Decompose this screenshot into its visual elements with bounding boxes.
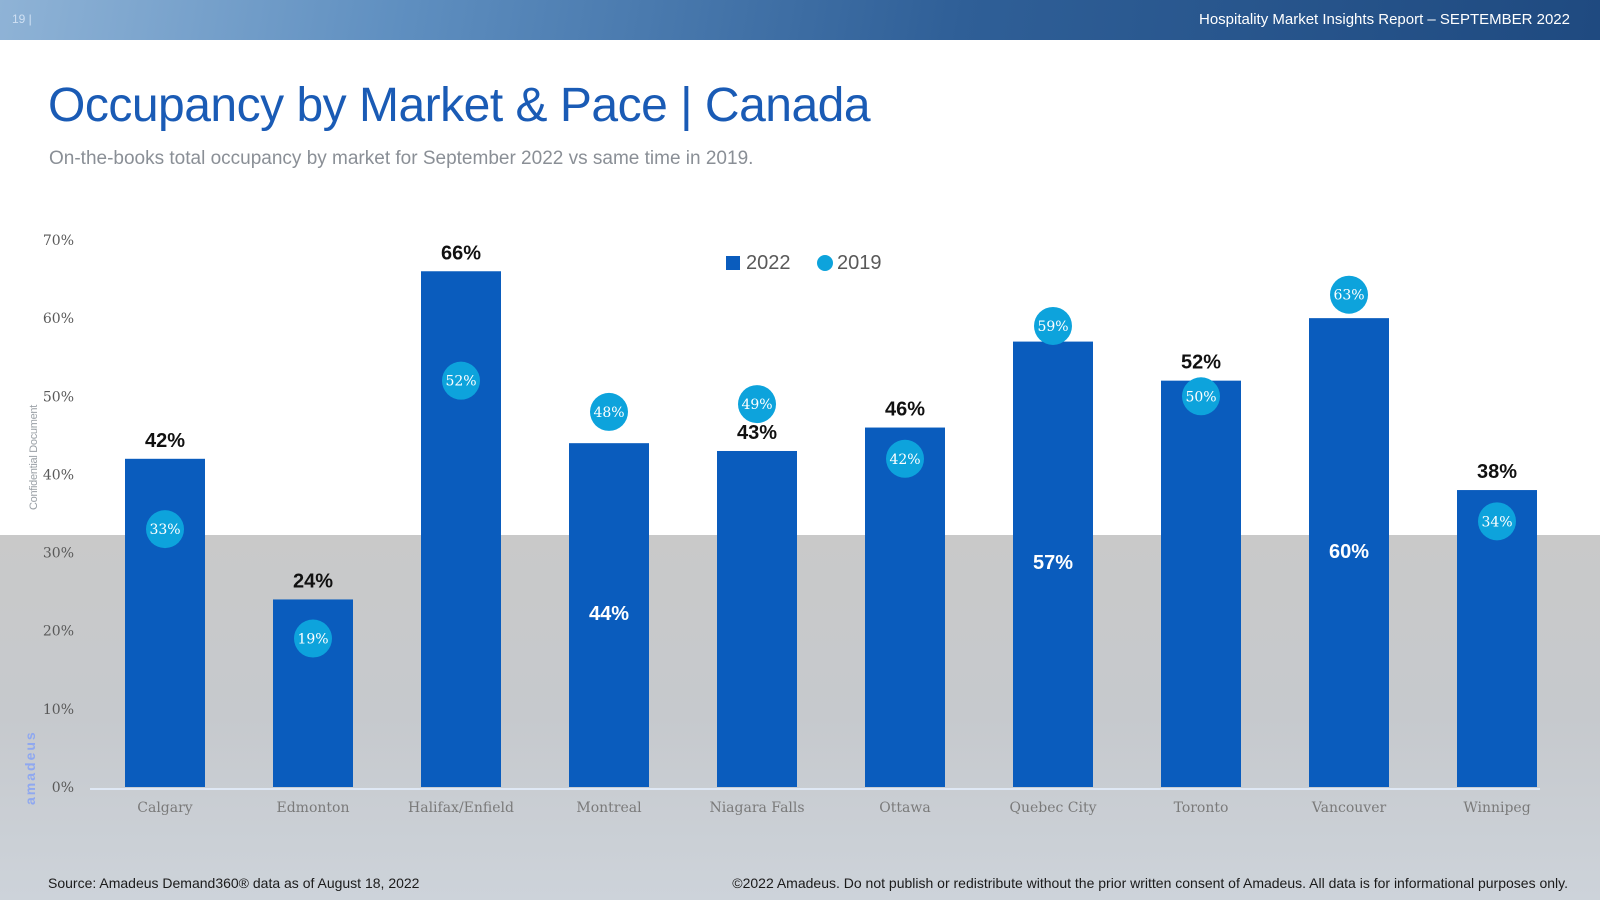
bar-2022 bbox=[421, 271, 501, 787]
x-tick-label: Edmonton bbox=[277, 800, 350, 816]
y-tick-label: 10% bbox=[43, 702, 74, 718]
marker-2019 bbox=[294, 619, 332, 658]
x-tick-label: Niagara Falls bbox=[709, 800, 804, 816]
legend-label-2019: 2019 bbox=[837, 252, 882, 274]
marker-value-label: 33% bbox=[149, 522, 180, 538]
page-title: Occupancy by Market & Pace | Canada bbox=[48, 79, 871, 132]
x-tick-label: Vancouver bbox=[1311, 800, 1387, 816]
x-tick-label: Toronto bbox=[1174, 800, 1229, 816]
y-tick-label: 0% bbox=[52, 780, 74, 796]
marker-2019 bbox=[886, 439, 924, 478]
x-tick-label: Calgary bbox=[137, 800, 193, 816]
x-tick-label: Ottawa bbox=[879, 800, 930, 816]
marker-2019 bbox=[738, 385, 776, 424]
marker-value-label: 48% bbox=[593, 405, 624, 421]
bar-value-label: 46% bbox=[885, 399, 925, 421]
y-tick-label: 70% bbox=[43, 233, 74, 249]
bar-value-label: 52% bbox=[1181, 352, 1221, 374]
marker-2019 bbox=[1034, 306, 1072, 345]
bar-value-label: 38% bbox=[1477, 461, 1517, 483]
occupancy-chart: 0% 10% 20% 30% 40% 50% 60% 70% 42% 33% Calgary 24% 1… bbox=[43, 233, 1540, 816]
marker-2019 bbox=[1330, 275, 1368, 314]
bar-value-label: 57% bbox=[1033, 552, 1073, 574]
marker-value-label: 19% bbox=[297, 632, 328, 648]
x-tick-label: Halifax/Enfield bbox=[408, 800, 514, 816]
copyright-note: ©2022 Amadeus. Do not publish or redistr… bbox=[732, 875, 1568, 891]
legend-swatch-2022 bbox=[726, 256, 740, 270]
marker-2019 bbox=[442, 361, 480, 400]
bar-2022 bbox=[1161, 380, 1241, 787]
marker-2019 bbox=[1478, 502, 1516, 541]
marker-value-label: 50% bbox=[1185, 389, 1216, 405]
x-tick-label: Winnipeg bbox=[1463, 800, 1530, 816]
bar-value-label: 66% bbox=[441, 242, 481, 264]
marker-value-label: 42% bbox=[889, 452, 920, 468]
bar-2022 bbox=[1013, 341, 1093, 787]
source-note: Source: Amadeus Demand360® data as of Au… bbox=[48, 875, 420, 891]
report-title: Hospitality Market Insights Report – SEP… bbox=[1199, 11, 1570, 28]
bar-2022 bbox=[569, 443, 649, 787]
bar-value-label: 24% bbox=[293, 570, 333, 592]
header-bar: 19 | Hospitality Market Insights Report … bbox=[0, 0, 1600, 40]
y-tick-label: 40% bbox=[43, 467, 74, 483]
marker-2019 bbox=[590, 392, 628, 431]
y-tick-label: 60% bbox=[43, 311, 74, 327]
bar-2022 bbox=[1309, 318, 1389, 787]
page-subtitle: On-the-books total occupancy by market f… bbox=[49, 148, 754, 169]
marker-value-label: 63% bbox=[1333, 288, 1364, 304]
bar-2022 bbox=[865, 427, 945, 787]
marker-2019 bbox=[146, 510, 184, 549]
bar-2022 bbox=[125, 458, 205, 787]
page-number: 19 | bbox=[12, 12, 32, 26]
y-tick-label: 50% bbox=[43, 389, 74, 405]
marker-value-label: 34% bbox=[1481, 514, 1512, 530]
y-tick-label: 30% bbox=[43, 546, 74, 562]
marker-value-label: 59% bbox=[1037, 319, 1068, 335]
x-tick-label: Montreal bbox=[576, 800, 642, 816]
bar-value-label: 43% bbox=[737, 422, 777, 444]
legend-swatch-2019 bbox=[817, 255, 833, 271]
marker-value-label: 52% bbox=[445, 374, 476, 390]
y-tick-label: 20% bbox=[43, 624, 74, 640]
marker-value-label: 49% bbox=[741, 397, 772, 413]
x-tick-label: Quebec City bbox=[1009, 800, 1096, 816]
legend-label-2022: 2022 bbox=[746, 252, 791, 274]
bar-value-label: 44% bbox=[589, 603, 629, 625]
bar-value-label: 60% bbox=[1329, 541, 1369, 563]
marker-2019 bbox=[1182, 377, 1220, 416]
bar-value-label: 42% bbox=[145, 430, 185, 452]
bar-2022 bbox=[717, 450, 797, 787]
